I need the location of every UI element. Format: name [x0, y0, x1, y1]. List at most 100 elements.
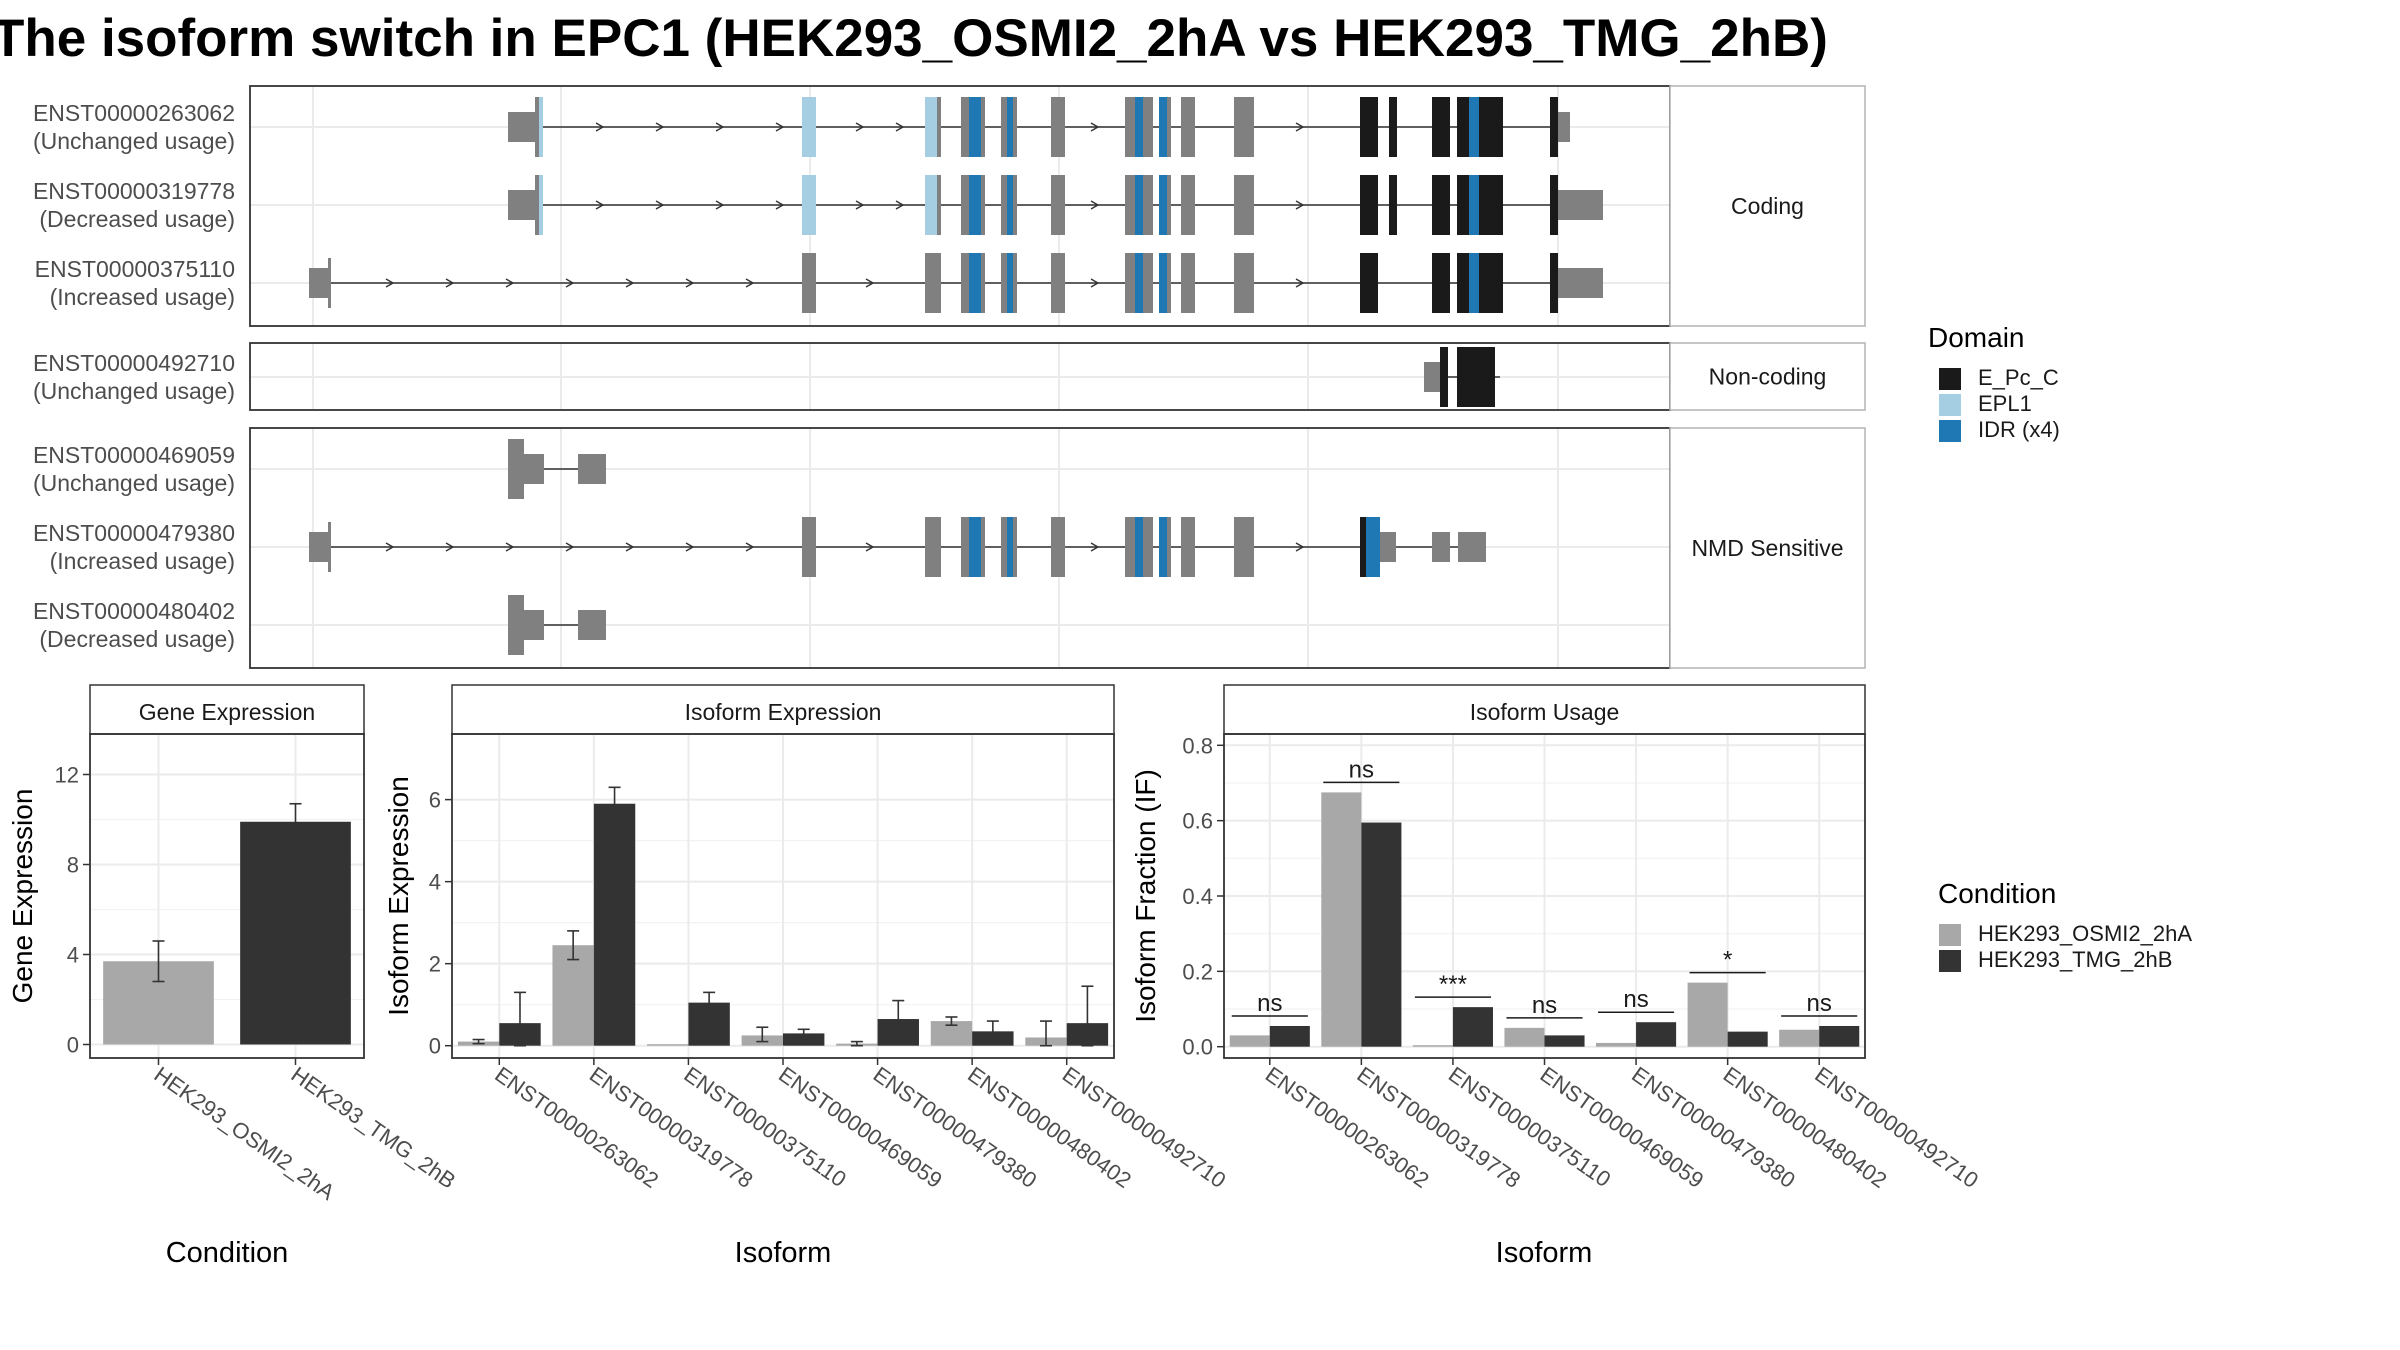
exon-block — [937, 97, 941, 157]
exon-block — [802, 175, 816, 235]
significance-label: ns — [1349, 756, 1374, 783]
exon-block — [1234, 253, 1254, 313]
legend-label-e-pc-c: E_Pc_C — [1978, 365, 2059, 390]
exon-block — [1432, 532, 1450, 562]
exon-block — [1135, 517, 1143, 577]
exon-block — [1360, 97, 1378, 157]
exon-block — [1135, 253, 1143, 313]
y-tick-label: 8 — [67, 853, 79, 878]
exon-block — [1001, 253, 1007, 313]
bar — [783, 1033, 825, 1046]
x-tick-label: ENST00000263062 — [490, 1062, 663, 1193]
y-tick-label: 4 — [429, 870, 441, 895]
exon-block — [578, 454, 606, 484]
chart-strip-title: Gene Expression — [139, 699, 315, 725]
exon-block — [508, 190, 536, 220]
expression-bar-charts: Gene Expression04812HEK293_OSMI2_2hAHEK2… — [7, 684, 1983, 1269]
exon-block — [1479, 175, 1503, 235]
bar — [593, 803, 636, 1046]
exon-block — [1001, 97, 1007, 157]
x-tick-label: ENST00000375110 — [1444, 1062, 1615, 1192]
exon-block — [937, 175, 941, 235]
exon-block — [1159, 175, 1167, 235]
exon-block — [969, 97, 981, 157]
legend-swatch-idr — [1939, 420, 1961, 442]
exon-block — [1143, 97, 1153, 157]
transcript-usage-label: (Decreased usage) — [39, 206, 235, 232]
exon-block — [1181, 175, 1195, 235]
exon-block — [535, 97, 539, 157]
legend-swatch-e-pc-c — [1939, 368, 1961, 390]
transcript-model — [508, 439, 606, 499]
x-tick-label: ENST00000480402 — [963, 1062, 1136, 1193]
exon-block — [1550, 175, 1558, 235]
bar — [1544, 1035, 1585, 1047]
exon-block — [1479, 97, 1503, 157]
y-tick-label: 0.8 — [1182, 733, 1213, 758]
exon-block — [1125, 175, 1135, 235]
exon-block — [328, 522, 331, 572]
transcript-structure-plot: ENST00000263062(Unchanged usage)ENST0000… — [33, 85, 1866, 669]
exon-block — [1366, 517, 1380, 577]
bar — [1636, 1022, 1677, 1047]
intron-direction-arrow — [1090, 200, 1100, 210]
chart-strip-title: Isoform Expression — [685, 699, 882, 725]
transcript-id-label: ENST00000375110 — [35, 256, 235, 282]
transcript-usage-label: (Unchanged usage) — [33, 470, 235, 496]
exon-block — [802, 253, 816, 313]
x-tick-label: ENST00000492710 — [1058, 1062, 1231, 1193]
legend-label-cond-b: HEK293_TMG_2hB — [1978, 947, 2172, 972]
figure-title: The isoform switch in EPC1 (HEK293_OSMI2… — [0, 9, 1828, 68]
significance-label: ns — [1623, 986, 1648, 1013]
intron-direction-arrow — [685, 278, 695, 288]
significance-label: ns — [1532, 992, 1557, 1019]
exon-block — [1013, 175, 1017, 235]
exon-block — [1013, 517, 1017, 577]
exon-block — [1051, 253, 1065, 313]
exon-block — [1360, 175, 1378, 235]
chart-strip — [1223, 684, 1866, 735]
structure-strip-label: Coding — [1731, 193, 1804, 219]
exon-block — [1360, 517, 1366, 577]
intron-direction-arrow — [655, 200, 665, 210]
exon-block — [981, 517, 985, 577]
exon-block — [1007, 97, 1013, 157]
exon-block — [1013, 253, 1017, 313]
intron-direction-arrow — [715, 200, 725, 210]
bar — [1452, 1007, 1493, 1047]
significance-label: *** — [1439, 971, 1467, 998]
exon-block — [1424, 362, 1440, 392]
x-tick-label: ENST00000469059 — [1536, 1062, 1709, 1193]
x-tick-label: ENST00000492710 — [1810, 1062, 1983, 1193]
intron-direction-arrow — [595, 200, 605, 210]
intron-direction-arrow — [895, 122, 905, 132]
y-tick-label: 4 — [67, 943, 79, 968]
y-tick-label: 0 — [67, 1033, 79, 1058]
legend-swatch-cond-b — [1939, 950, 1961, 972]
significance-label: ns — [1257, 990, 1282, 1017]
exon-block — [802, 97, 816, 157]
exon-block — [1457, 97, 1469, 157]
x-tick-label: ENST00000479380 — [1627, 1062, 1800, 1193]
exon-block — [925, 253, 941, 313]
legend-label-epl1: EPL1 — [1978, 391, 2032, 416]
intron-direction-arrow — [385, 542, 395, 552]
intron-direction-arrow — [1090, 278, 1100, 288]
x-axis-title: Isoform — [1496, 1237, 1593, 1269]
bar-chart-panel: Isoform Usage ns ns *** ns ns * ns 0.0 0.2 0.4 0.6 0… — [1130, 684, 1983, 1269]
exon-block — [1125, 253, 1135, 313]
exon-block — [981, 253, 985, 313]
x-tick-label: ENST00000375110 — [680, 1062, 851, 1192]
intron-direction-arrow — [715, 122, 725, 132]
structure-strip-label: Non-coding — [1709, 364, 1827, 390]
y-tick-label: 0 — [429, 1034, 441, 1059]
exon-block — [1143, 253, 1153, 313]
exon-block — [1457, 175, 1469, 235]
transcript-model — [309, 517, 1486, 577]
bar — [1596, 1042, 1637, 1047]
exon-block — [961, 253, 969, 313]
exon-block — [1001, 517, 1007, 577]
exon-block — [961, 97, 969, 157]
bar — [1321, 792, 1362, 1047]
x-axis-title: Condition — [166, 1237, 289, 1269]
